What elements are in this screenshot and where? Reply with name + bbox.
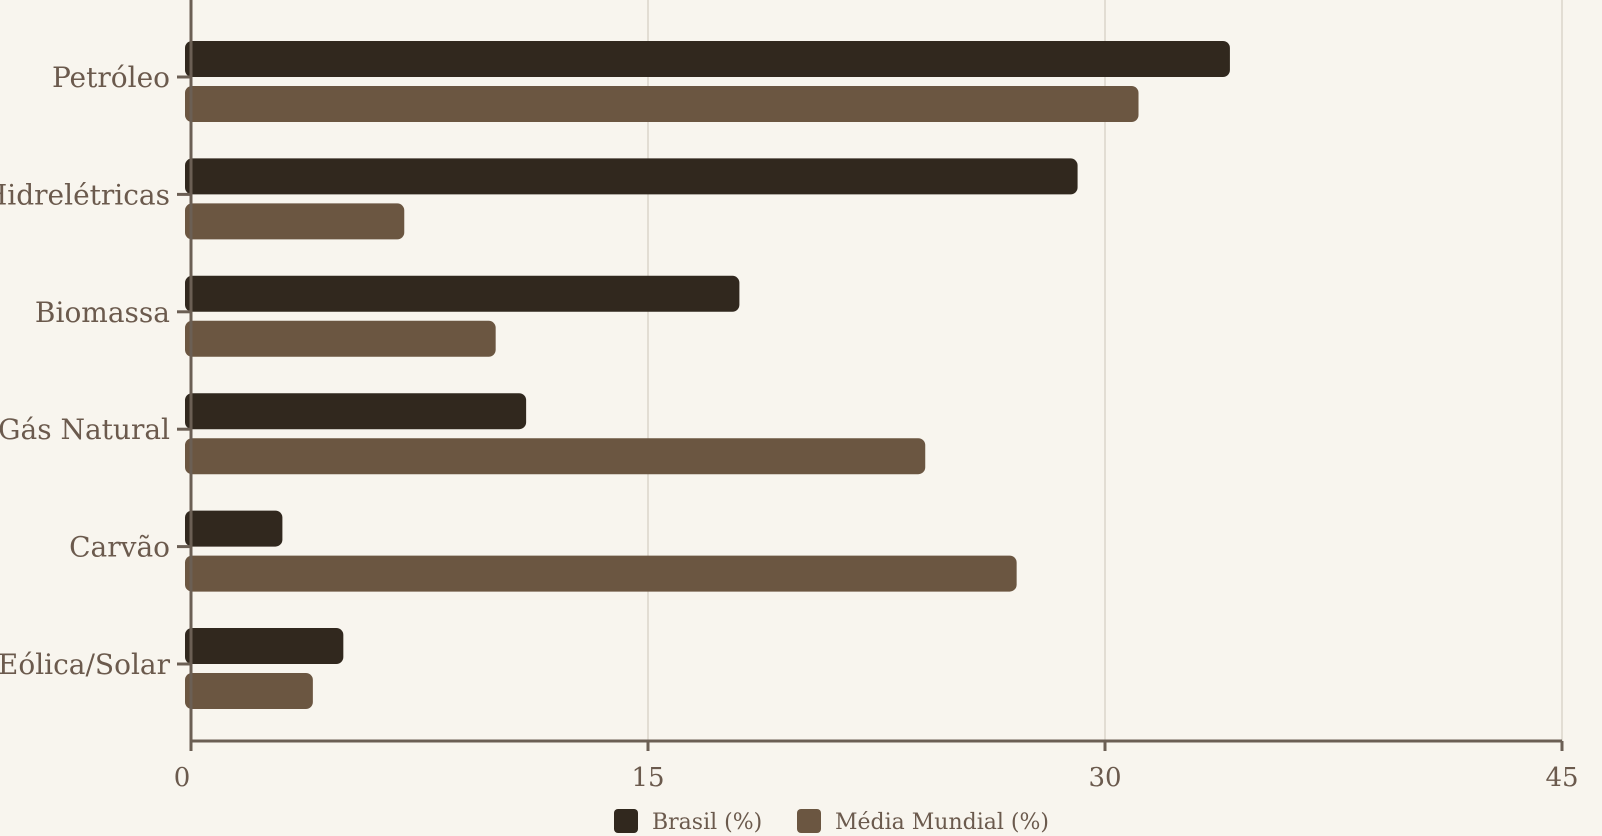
x-tick-label: 0	[174, 763, 191, 793]
bar-brasil	[185, 510, 283, 547]
legend-label: Média Mundial (%)	[835, 810, 1049, 835]
bar-brasil	[185, 158, 1078, 195]
bars	[185, 41, 1230, 709]
axes	[189, 0, 1562, 743]
legend-item-brasil[interactable]: Brasil (%)	[614, 809, 762, 835]
x-tick-label: 15	[631, 763, 664, 793]
bar-media-mundial	[185, 673, 313, 709]
legend-label: Brasil (%)	[652, 810, 762, 835]
x-tick-label: 30	[1088, 763, 1121, 793]
legend: Brasil (%) Média Mundial (%)	[614, 809, 1049, 835]
y-axis-ticks: Petróleo Hidrelétricas Biomassa Gás Natural…	[0, 61, 191, 681]
x-axis-ticks: 0 15 30 45	[174, 741, 1579, 793]
legend-swatch	[797, 809, 821, 833]
y-tick-label: Eólica/Solar	[0, 648, 171, 681]
y-tick-label: Biomassa	[35, 296, 170, 329]
grid-lines	[647, 0, 1563, 741]
y-tick-label: Gás Natural	[0, 413, 170, 446]
bar-media-mundial	[185, 438, 926, 475]
bar-media-mundial	[185, 203, 405, 240]
x-tick-label: 45	[1545, 763, 1578, 793]
y-tick-label: Hidrelétricas	[0, 178, 170, 211]
bar-brasil	[185, 628, 344, 664]
legend-swatch	[614, 809, 638, 833]
bar-media-mundial	[185, 555, 1017, 592]
legend-item-media-mundial[interactable]: Média Mundial (%)	[797, 809, 1049, 835]
bar-brasil	[185, 41, 1230, 77]
bar-brasil	[185, 275, 740, 312]
bar-media-mundial	[185, 320, 496, 357]
y-tick-label: Petróleo	[52, 61, 170, 94]
y-tick-label: Carvão	[69, 531, 170, 564]
bar-brasil	[185, 393, 527, 430]
bar-media-mundial	[185, 86, 1139, 122]
